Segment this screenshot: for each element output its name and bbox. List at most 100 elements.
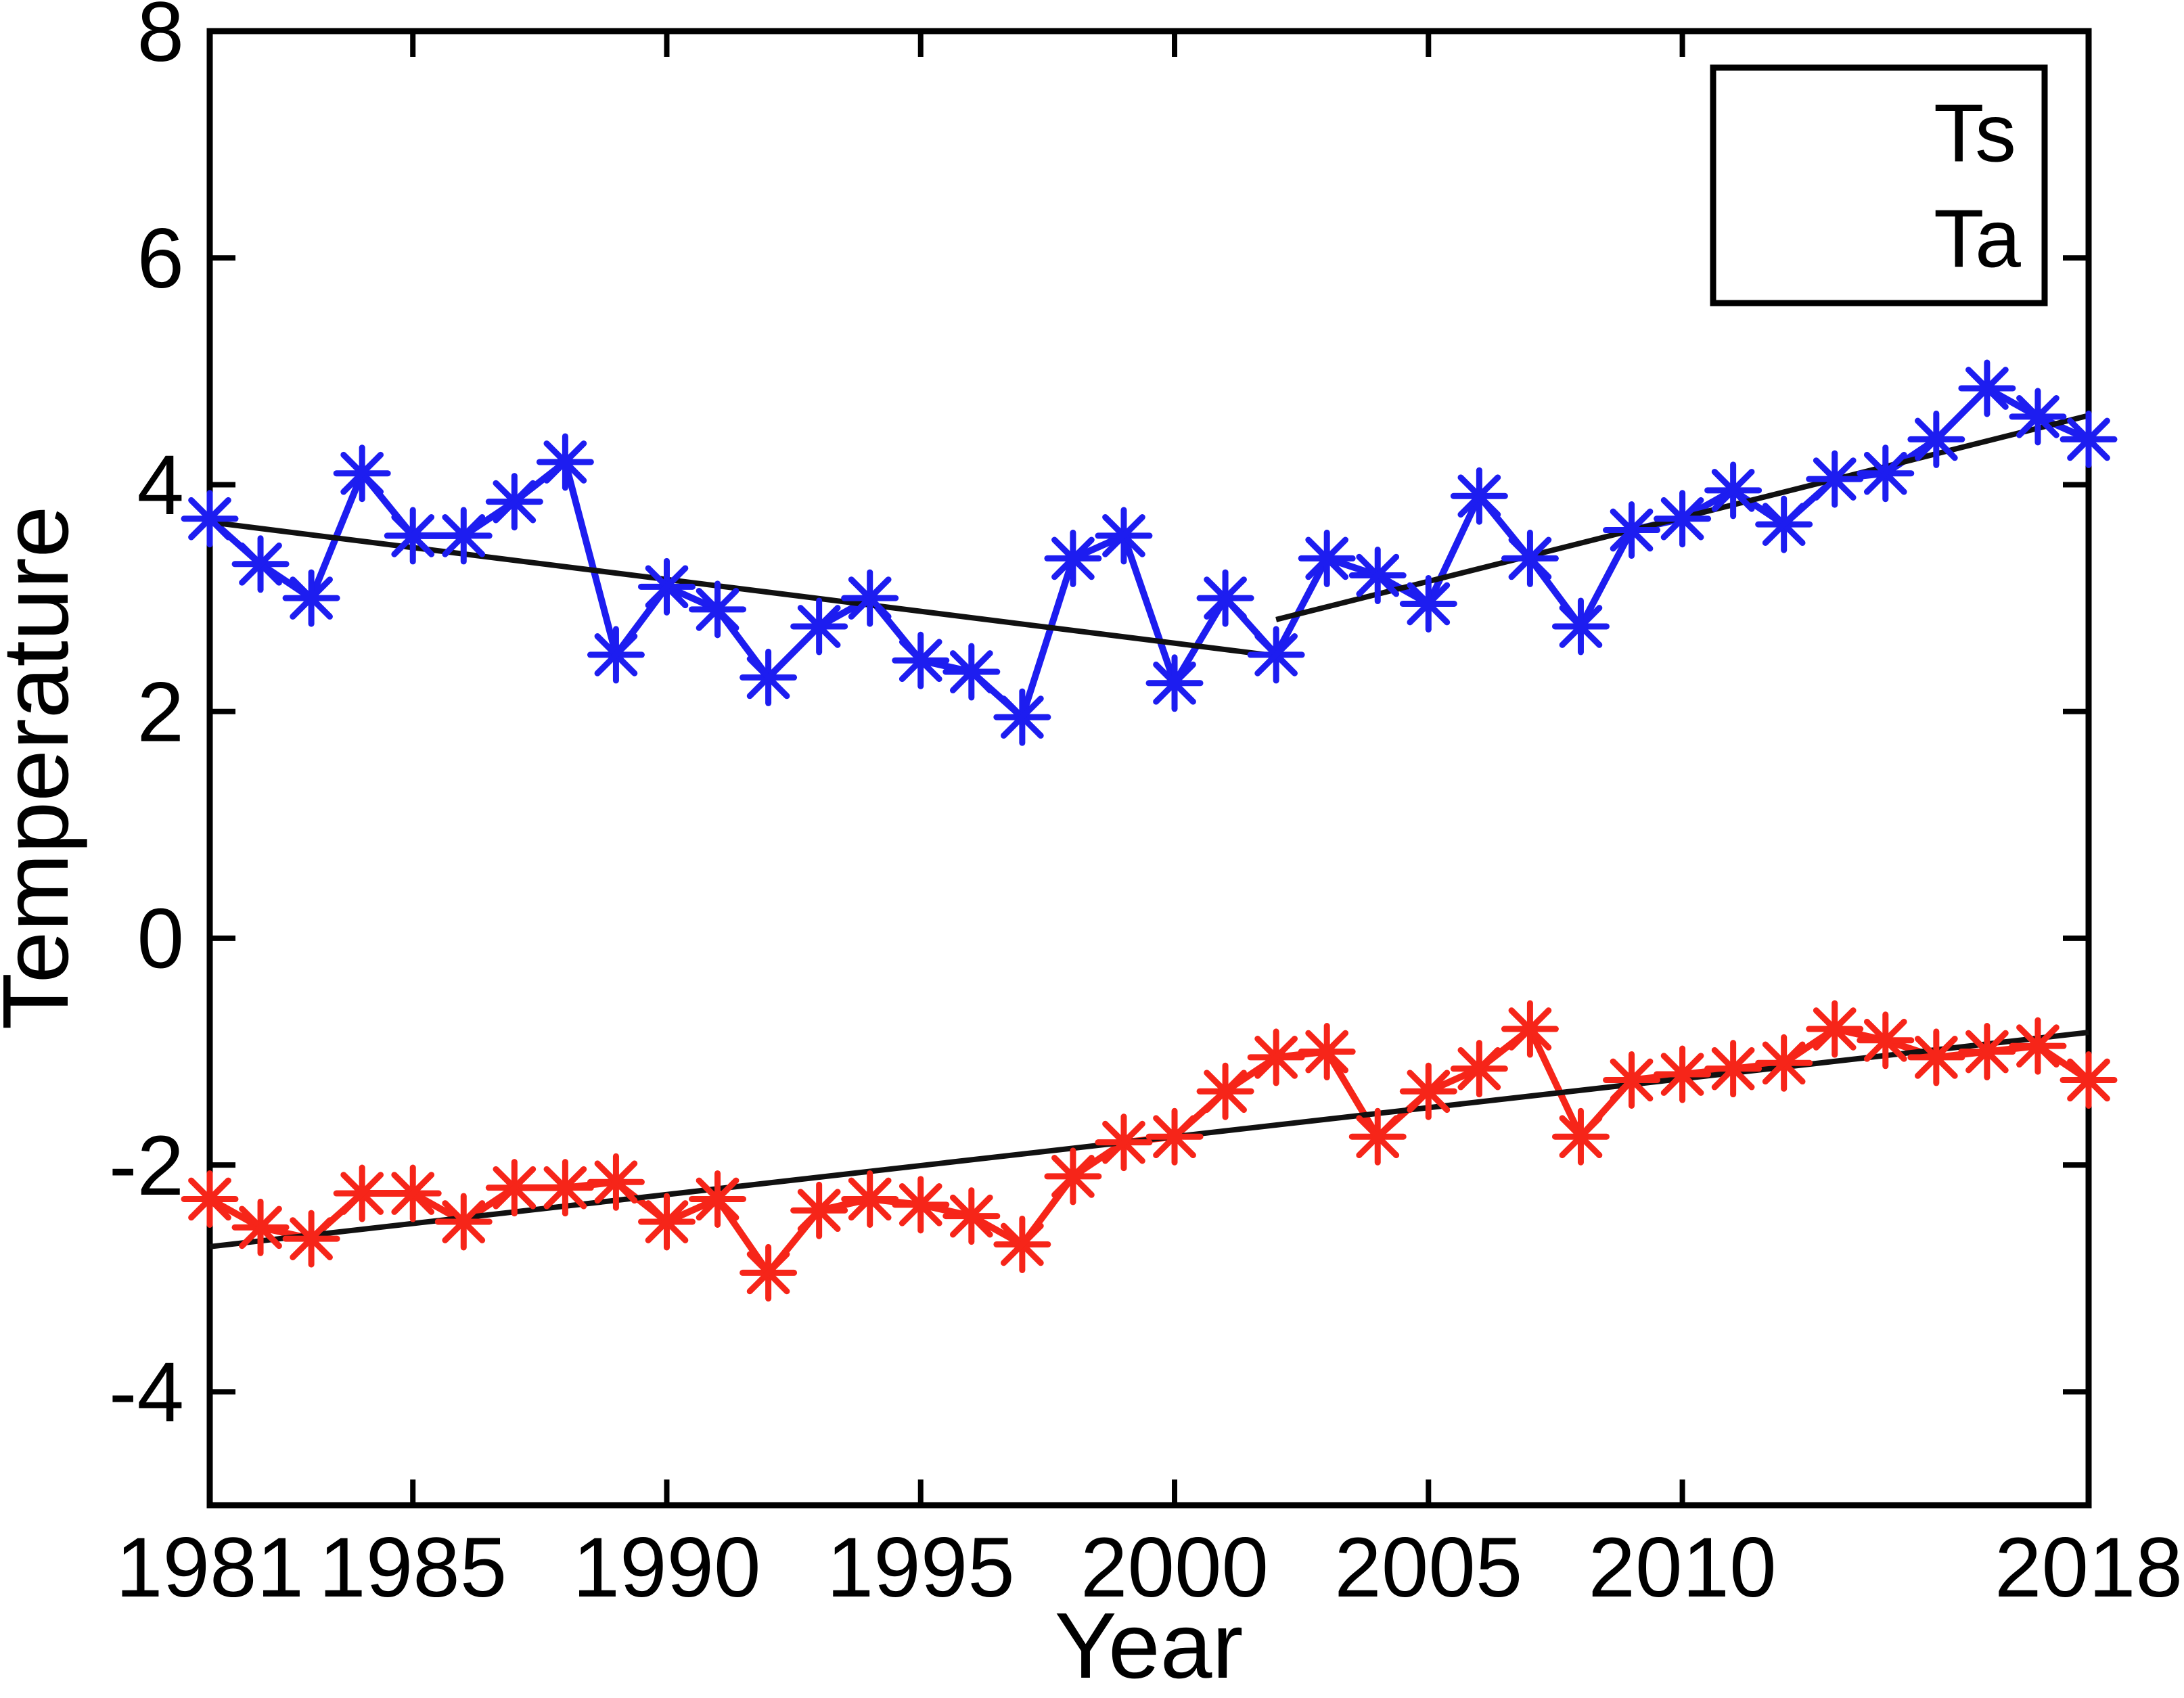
x-tick-label: 1985 <box>319 1521 507 1615</box>
marker-ts <box>1153 661 1196 705</box>
marker-ta <box>1254 1036 1298 1079</box>
marker-ta <box>1559 1115 1603 1159</box>
y-tick-label: 8 <box>137 0 184 79</box>
marker-ts <box>1813 457 1857 501</box>
marker-ta <box>1407 1070 1451 1114</box>
marker-ts <box>848 576 892 620</box>
y-tick-label: 2 <box>137 665 184 759</box>
marker-ta <box>848 1177 892 1221</box>
x-tick-label: 2010 <box>1589 1521 1777 1615</box>
marker-ta <box>1508 1007 1552 1051</box>
marker-ts <box>696 587 740 631</box>
marker-ts <box>1204 576 1247 620</box>
marker-ts <box>1863 451 1907 495</box>
axes-box <box>206 28 2092 1509</box>
marker-ts <box>493 480 537 524</box>
marker-ta <box>898 1183 942 1226</box>
marker-ta <box>1914 1036 1958 1079</box>
marker-ts <box>1356 553 1400 597</box>
marker-ta <box>1001 1222 1044 1266</box>
marker-ta <box>239 1206 282 1249</box>
marker-ts <box>340 451 384 495</box>
marker-ta <box>543 1166 587 1210</box>
marker-ta <box>645 1200 689 1243</box>
marker-ta <box>1153 1115 1196 1159</box>
marker-ta <box>391 1172 435 1215</box>
marker-ta <box>696 1177 740 1221</box>
marker-ta <box>442 1200 486 1243</box>
y-axis-label: Temperature <box>0 506 88 1030</box>
marker-ta <box>1610 1058 1654 1102</box>
marker-ta <box>340 1172 384 1215</box>
x-tick-label: 2005 <box>1334 1521 1522 1615</box>
x-axis-label: Year <box>1055 1594 1244 1698</box>
marker-ts <box>1254 633 1298 676</box>
y-tick-label: 6 <box>137 212 184 306</box>
marker-ts <box>1762 503 1806 546</box>
marker-ts <box>2067 417 2110 461</box>
marker-ta <box>746 1251 790 1295</box>
marker-ts <box>2016 395 2060 438</box>
marker-ta <box>1965 1030 2009 1074</box>
marker-ts <box>543 440 587 484</box>
marker-ta <box>1762 1041 1806 1085</box>
marker-ts <box>1610 508 1654 552</box>
marker-ts <box>1102 514 1145 557</box>
marker-ta <box>1863 1018 1907 1062</box>
marker-ts <box>1965 367 2009 410</box>
marker-ts <box>239 542 282 586</box>
marker-ta <box>1356 1115 1400 1159</box>
marker-ta <box>1711 1047 1755 1091</box>
marker-ts <box>594 633 638 676</box>
marker-ts <box>797 605 841 648</box>
legend-label-ts: Ts <box>1934 87 2016 179</box>
x-tick-label: 2000 <box>1080 1521 1269 1615</box>
marker-ts <box>1914 417 1958 461</box>
marker-ta <box>1204 1070 1247 1114</box>
legend-label-ta: Ta <box>1934 193 2021 285</box>
marker-ts <box>1508 536 1552 580</box>
marker-ta <box>1051 1155 1095 1198</box>
plot-area: 1981 1985 1990 1995 2000 2005 2010 2018 8 6 4 2 0 -2 -… <box>109 0 2183 1615</box>
marker-ts <box>1051 536 1095 580</box>
legend-box <box>1710 64 2048 306</box>
marker-ts <box>898 639 942 683</box>
x-tick-label: 2018 <box>1995 1521 2183 1615</box>
marker-ts <box>188 497 231 541</box>
marker-ta <box>1102 1120 1145 1164</box>
marker-ts <box>1559 605 1603 648</box>
marker-ta <box>1813 1007 1857 1051</box>
marker-ts <box>1660 497 1704 541</box>
marker-ta <box>2016 1024 2060 1068</box>
marker-ta <box>1457 1047 1501 1091</box>
x-tick-label: 1981 <box>116 1521 304 1615</box>
marker-ts <box>645 565 689 609</box>
marker-ta <box>290 1217 333 1260</box>
marker-ts <box>1457 474 1501 518</box>
y-tick-label: -2 <box>109 1119 184 1213</box>
marker-ts <box>290 576 333 620</box>
marker-ta <box>493 1166 537 1210</box>
y-tick-label: 0 <box>137 892 184 986</box>
series-line-ts <box>207 384 2091 721</box>
marker-ts <box>949 650 993 693</box>
marker-ts <box>1001 695 1044 739</box>
x-tick-label: 1995 <box>827 1521 1015 1615</box>
legend: Ts Ta <box>1710 64 2048 306</box>
marker-ts <box>1407 582 1451 626</box>
marker-ta <box>188 1177 231 1221</box>
marker-ts <box>1305 536 1349 580</box>
marker-ts <box>1711 468 1755 512</box>
marker-ta <box>594 1160 638 1204</box>
marker-ta <box>949 1194 993 1238</box>
y-tick-label: 4 <box>137 438 184 532</box>
marker-ta <box>1305 1030 1349 1074</box>
y-tick-label: -4 <box>109 1346 184 1440</box>
x-tick-label: 1990 <box>572 1521 760 1615</box>
marker-ts <box>746 656 790 699</box>
marker-ts <box>442 514 486 557</box>
marker-ta <box>797 1189 841 1233</box>
marker-ts <box>391 514 435 557</box>
